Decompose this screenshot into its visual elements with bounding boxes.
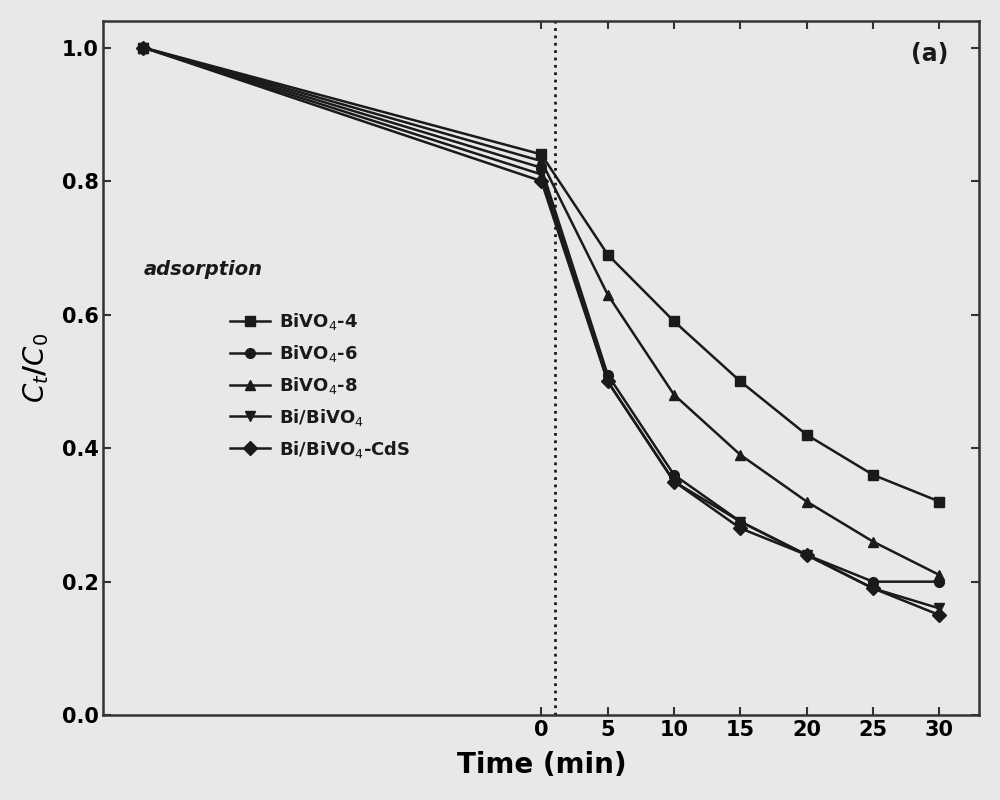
- BiVO$_4$-8: [801, 497, 813, 506]
- BiVO$_4$-6: [602, 370, 614, 379]
- BiVO$_4$-6: [933, 577, 945, 586]
- Line: BiVO$_4$-6: BiVO$_4$-6: [138, 42, 944, 586]
- Bi/BiVO$_4$: [933, 603, 945, 613]
- Bi/BiVO$_4$-CdS: [867, 583, 879, 593]
- BiVO$_4$-4: [602, 250, 614, 259]
- BiVO$_4$-8: [137, 42, 149, 52]
- Bi/BiVO$_4$: [867, 583, 879, 593]
- BiVO$_4$-6: [734, 517, 746, 526]
- Bi/BiVO$_4$: [137, 42, 149, 52]
- Bi/BiVO$_4$-CdS: [933, 610, 945, 620]
- Bi/BiVO$_4$-CdS: [535, 176, 547, 186]
- Line: Bi/BiVO$_4$: Bi/BiVO$_4$: [138, 42, 944, 614]
- BiVO$_4$-4: [668, 317, 680, 326]
- Y-axis label: $C_t$/$C_0$: $C_t$/$C_0$: [21, 333, 51, 403]
- Bi/BiVO$_4$: [801, 550, 813, 560]
- Line: BiVO$_4$-8: BiVO$_4$-8: [138, 42, 944, 580]
- BiVO$_4$-4: [801, 430, 813, 439]
- Line: Bi/BiVO$_4$-CdS: Bi/BiVO$_4$-CdS: [138, 42, 944, 620]
- BiVO$_4$-4: [933, 497, 945, 506]
- Text: (a): (a): [911, 42, 949, 66]
- BiVO$_4$-6: [867, 577, 879, 586]
- BiVO$_4$-8: [668, 390, 680, 399]
- BiVO$_4$-6: [137, 42, 149, 52]
- Bi/BiVO$_4$-CdS: [734, 523, 746, 533]
- X-axis label: Time (min): Time (min): [457, 751, 626, 779]
- Bi/BiVO$_4$-CdS: [137, 42, 149, 52]
- BiVO$_4$-6: [668, 470, 680, 480]
- Bi/BiVO$_4$-CdS: [801, 550, 813, 560]
- Bi/BiVO$_4$: [668, 477, 680, 486]
- Text: adsorption: adsorption: [143, 259, 262, 278]
- BiVO$_4$-8: [933, 570, 945, 580]
- Bi/BiVO$_4$: [734, 517, 746, 526]
- BiVO$_4$-8: [535, 156, 547, 166]
- Bi/BiVO$_4$: [535, 170, 547, 179]
- BiVO$_4$-6: [535, 163, 547, 173]
- BiVO$_4$-8: [867, 537, 879, 546]
- BiVO$_4$-8: [734, 450, 746, 460]
- BiVO$_4$-8: [602, 290, 614, 299]
- BiVO$_4$-6: [801, 550, 813, 560]
- BiVO$_4$-4: [734, 377, 746, 386]
- BiVO$_4$-4: [867, 470, 879, 480]
- BiVO$_4$-4: [535, 150, 547, 159]
- Line: BiVO$_4$-4: BiVO$_4$-4: [138, 42, 944, 506]
- Bi/BiVO$_4$: [602, 377, 614, 386]
- Bi/BiVO$_4$-CdS: [602, 377, 614, 386]
- Legend: BiVO$_4$-4, BiVO$_4$-6, BiVO$_4$-8, Bi/BiVO$_4$, Bi/BiVO$_4$-CdS: BiVO$_4$-4, BiVO$_4$-6, BiVO$_4$-8, Bi/B…: [226, 308, 414, 463]
- BiVO$_4$-4: [137, 42, 149, 52]
- Bi/BiVO$_4$-CdS: [668, 477, 680, 486]
